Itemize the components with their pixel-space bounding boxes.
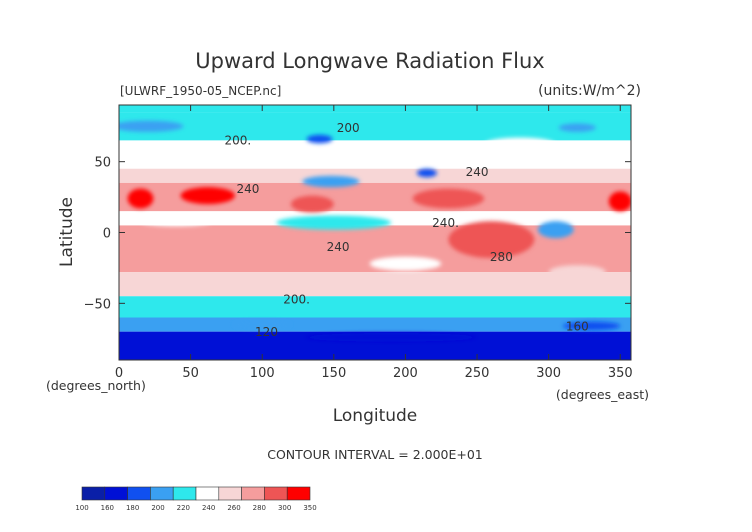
contour-label-5: 240 (327, 240, 350, 254)
contour-label-7: 200. (283, 292, 310, 306)
heatmap-patch-0 (180, 187, 236, 205)
heatmap-patch-1 (127, 188, 154, 209)
colorbar-tick-label: 350 (303, 504, 316, 512)
x-tick-label: 250 (465, 366, 490, 381)
heatmap-patch-9 (302, 175, 360, 188)
contour-label-3: 240 (236, 182, 259, 196)
colorbar-swatch-8 (264, 486, 288, 501)
heatmap-patch-15 (369, 256, 442, 271)
x-tick-label: 0 (115, 366, 123, 381)
heatmap-band-0 (119, 105, 631, 113)
heatmap-band-1 (119, 112, 631, 141)
colorbar-swatch-2 (127, 486, 151, 501)
contour-label-4: 240. (432, 216, 459, 230)
chart-title: Upward Longwave Radiation Flux (195, 49, 544, 73)
colorbar-swatch-3 (150, 486, 174, 501)
colorbar-tick-label: 180 (126, 504, 139, 512)
heatmap-patch-18 (305, 333, 478, 342)
y-axis-unit-label: (degrees_north) (46, 378, 146, 393)
heatmap-patch-14 (484, 137, 556, 152)
heatmap-patch-4 (290, 195, 334, 213)
heatmap-patch-17 (233, 320, 291, 329)
colorbar-tick-label: 200 (151, 504, 164, 512)
chart-subtitle-right: (units:W/m^2) (538, 83, 641, 99)
colorbar-tick-label: 260 (227, 504, 240, 512)
x-axis: 0 50 100 150 200 250 300 350 (115, 105, 633, 381)
colorbar-swatch-4 (172, 486, 197, 501)
heatmap-patch-3 (412, 188, 485, 209)
colorbar-tick-label: 240 (202, 504, 215, 512)
x-tick-label: 50 (182, 366, 199, 381)
colorbar-swatch-9 (286, 486, 311, 501)
contour-label-0: 200 (337, 121, 360, 135)
x-tick-label: 350 (608, 366, 633, 381)
y-axis-label: Latitude (57, 197, 77, 267)
heatmap-patch-11 (306, 134, 333, 144)
colorbar-tick-label: 100 (75, 504, 88, 512)
heatmap-patch-8 (537, 221, 574, 239)
contour-label-2: 240 (466, 165, 489, 179)
colorbar-swatch-7 (241, 486, 265, 501)
heatmap-band-8 (119, 272, 631, 297)
colorbar-tick-label: 220 (177, 504, 190, 512)
x-tick-label: 100 (250, 366, 275, 381)
plot-area (119, 105, 631, 360)
heatmap-patch-13 (119, 120, 184, 132)
colorbar-swatch-0 (81, 486, 106, 501)
y-tick-label: 50 (94, 156, 111, 171)
colorbar-swatch-5 (195, 486, 220, 501)
heatmap-patch-2 (608, 191, 631, 212)
heatmap-band-3 (119, 168, 631, 183)
heatmap-patch-19 (562, 321, 621, 331)
colorbar: 100 160 180 200 220 240 260 280 300 350 (75, 486, 317, 512)
colorbar-tick-label: 160 (101, 504, 114, 512)
x-tick-label: 150 (321, 366, 346, 381)
y-tick-label: −50 (84, 297, 111, 312)
y-tick-label: 0 (103, 227, 111, 242)
heatmap-patch-6 (276, 215, 392, 230)
x-axis-label: Longitude (333, 406, 418, 426)
contour-interval-text: CONTOUR INTERVAL = 2.000E+01 (267, 447, 483, 462)
colorbar-tick-label: 300 (278, 504, 291, 512)
contour-label-9: 160 (566, 319, 589, 333)
colorbar-swatch-1 (104, 486, 128, 501)
x-tick-label: 300 (536, 366, 561, 381)
colorbar-swatch-6 (218, 486, 242, 501)
contour-label-6: 280 (490, 250, 513, 264)
heatmap-patch-10 (416, 168, 437, 178)
contour-label-8: 120 (255, 325, 278, 339)
contour-label-layer: 200 200. 240 240 240. 240 280 200. 120 160 (225, 121, 589, 339)
heatmap-patch-12 (558, 123, 596, 132)
heatmap-patch-5 (448, 221, 535, 258)
contour-label-1: 200. (225, 134, 252, 148)
colorbar-tick-label: 280 (253, 504, 266, 512)
heatmap-patch-7 (140, 216, 213, 227)
y-axis: 50 0 −50 (84, 156, 631, 312)
patch-layer (119, 120, 631, 342)
x-tick-label: 200 (393, 366, 418, 381)
heatmap-band-10 (119, 317, 631, 332)
chart-subtitle-left: [ULWRF_1950-05_NCEP.nc] (120, 84, 281, 98)
heatmap-band-9 (119, 296, 631, 318)
x-axis-unit-label: (degrees_east) (556, 387, 649, 402)
heatmap-patch-16 (548, 265, 606, 280)
